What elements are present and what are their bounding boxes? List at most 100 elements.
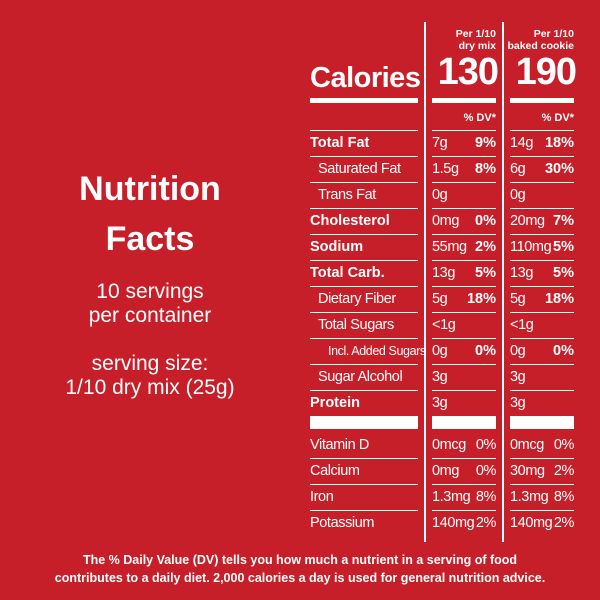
row-rule — [432, 286, 496, 287]
row-rule — [432, 234, 496, 235]
row-rule — [510, 484, 574, 485]
col1-dv: 0% — [475, 213, 496, 229]
col2-dv: 5% — [553, 265, 574, 281]
col2-amount: 0g — [510, 187, 526, 203]
col2-amount: 20mg — [510, 213, 545, 229]
col2-dv: 7% — [553, 213, 574, 229]
col2-header-line2: baked cookie — [507, 40, 574, 52]
col2-amount: 30mg — [510, 463, 545, 479]
col1-dv: 0% — [475, 437, 497, 453]
row-rule — [432, 130, 496, 131]
col1-amount: 0g — [432, 343, 448, 359]
nutrient-label: Dietary Fiber — [318, 291, 396, 307]
col1-dv: 0% — [475, 463, 497, 479]
nutrient-label: Sodium — [310, 239, 364, 255]
col1-dv: 9% — [475, 135, 496, 151]
col1-amount: 0g — [432, 187, 448, 203]
row-rule — [510, 338, 574, 339]
row-rule — [432, 484, 496, 485]
nutrient-label: Vitamin D — [310, 437, 369, 453]
col2-amount: 3g — [510, 395, 526, 411]
row-rule — [432, 260, 496, 261]
footer-line2: contributes to a daily diet. 2,000 calor… — [54, 571, 546, 585]
col1-header: Per 1/10 dry mix — [432, 28, 496, 52]
col1-amount: 3g — [432, 395, 448, 411]
col1-dv-header: % DV* — [463, 112, 496, 124]
title-facts: Facts — [105, 220, 195, 258]
col2-dv: 30% — [544, 161, 574, 177]
col2-dv-header: % DV* — [541, 112, 574, 124]
thick-rule — [432, 98, 496, 103]
col2-amount: 140mg — [510, 515, 553, 531]
column-divider — [502, 22, 504, 542]
thick-rule — [510, 98, 574, 103]
col1-amount: <1g — [432, 317, 456, 333]
col1-amount: 1.5g — [432, 161, 459, 177]
thick-separator-bar — [310, 416, 418, 429]
nutrient-label: Protein — [310, 395, 360, 411]
row-rule — [510, 260, 574, 261]
nutrient-label: Total Sugars — [318, 317, 394, 333]
row-rule — [310, 130, 418, 131]
row-rule — [510, 312, 574, 313]
nutrient-label: Calcium — [310, 463, 360, 479]
row-rule — [310, 390, 418, 391]
col1-dv: 8% — [475, 161, 496, 177]
col2-dv: 18% — [544, 291, 574, 307]
column-divider — [424, 22, 426, 542]
col1-amount: 140mg — [432, 515, 475, 531]
row-rule — [510, 130, 574, 131]
col2-dv: 0% — [553, 343, 574, 359]
row-rule — [310, 484, 418, 485]
row-rule — [310, 286, 418, 287]
col1-dv: 5% — [475, 265, 496, 281]
nutrient-label: Trans Fat — [318, 187, 376, 203]
col2-dv: 5% — [553, 239, 574, 255]
row-rule — [510, 364, 574, 365]
row-rule — [432, 156, 496, 157]
col1-amount: 0mcg — [432, 437, 466, 453]
row-rule — [310, 364, 418, 365]
col2-amount: 0g — [510, 343, 526, 359]
nutrient-label: Incl. Added Sugars — [328, 344, 426, 358]
row-rule — [510, 458, 574, 459]
col2-amount: 5g — [510, 291, 526, 307]
row-rule — [310, 510, 418, 511]
row-rule — [510, 390, 574, 391]
col1-amount: 0mg — [432, 213, 460, 229]
col2-amount: 1.3mg — [510, 489, 549, 505]
row-rule — [432, 338, 496, 339]
row-rule — [510, 510, 574, 511]
nutrient-label: Saturated Fat — [318, 161, 401, 177]
col2-dv: 0% — [553, 437, 575, 453]
col2-amount: 14g — [510, 135, 533, 151]
nutrient-label: Sugar Alcohol — [318, 369, 403, 385]
col1-amount: 55mg — [432, 239, 467, 255]
row-rule — [432, 182, 496, 183]
col1-dv: 8% — [475, 489, 497, 505]
thick-separator-bar — [510, 416, 574, 429]
row-rule — [310, 156, 418, 157]
row-rule — [310, 182, 418, 183]
servings-line1: 10 servings — [96, 280, 204, 303]
row-rule — [310, 338, 418, 339]
col2-amount: 6g — [510, 161, 526, 177]
row-rule — [432, 208, 496, 209]
row-rule — [432, 312, 496, 313]
col1-amount: 13g — [432, 265, 455, 281]
col1-dv: 18% — [466, 291, 496, 307]
row-rule — [510, 208, 574, 209]
col1-amount: 1.3mg — [432, 489, 471, 505]
col2-header: Per 1/10 baked cookie — [505, 28, 574, 52]
col1-dv: 2% — [475, 239, 496, 255]
row-rule — [432, 510, 496, 511]
col1-dv: 2% — [475, 515, 497, 531]
col2-amount: 110mg — [510, 239, 552, 255]
col1-amount: 5g — [432, 291, 448, 307]
nutrient-label: Total Fat — [310, 135, 370, 151]
col2-amount: 13g — [510, 265, 533, 281]
col2-amount: <1g — [510, 317, 534, 333]
col2-dv: 8% — [553, 489, 575, 505]
col2-amount: 3g — [510, 369, 526, 385]
thick-rule — [310, 98, 418, 103]
